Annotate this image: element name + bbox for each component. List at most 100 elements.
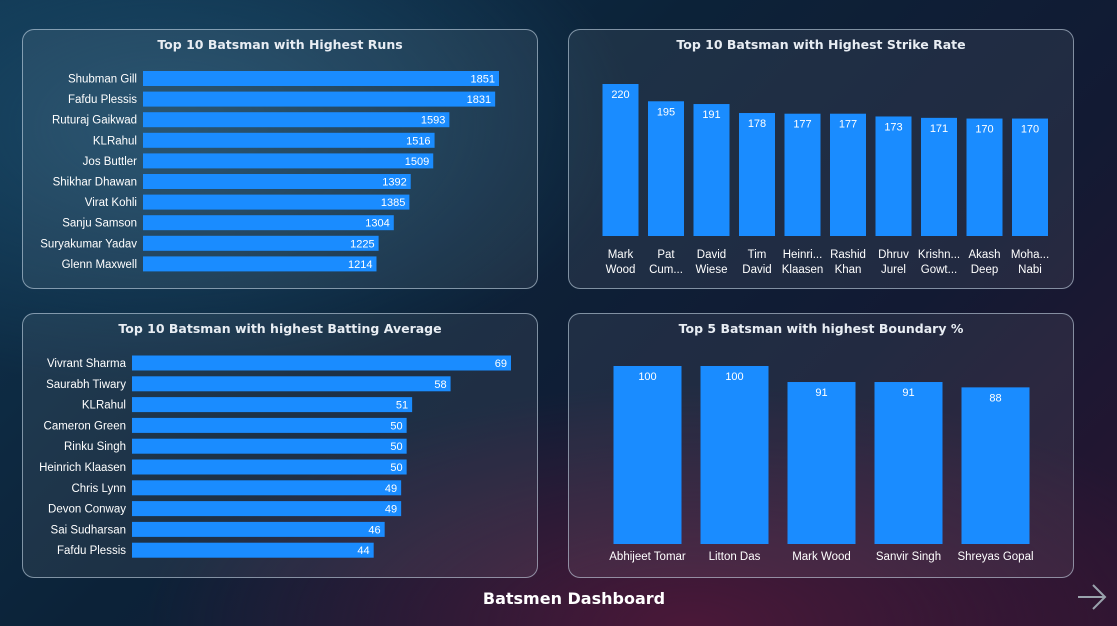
data-label: 50 (390, 462, 402, 474)
bar (132, 542, 374, 558)
bar (132, 480, 402, 496)
category-label: Tim (748, 249, 767, 261)
category-label: Dhruv (878, 249, 909, 261)
boundary-chart: 100 Abhijeet Tomar 100 Litton Das 91 Mark Woo… (609, 366, 1034, 563)
bar (143, 91, 496, 107)
category-label: Moha... (1011, 249, 1049, 261)
category-label: Nabi (1018, 264, 1042, 276)
data-label: 220 (611, 89, 629, 101)
data-label: 49 (385, 483, 397, 495)
data-label: 1516 (406, 135, 430, 147)
category-label: Abhijeet Tomar (609, 551, 686, 563)
data-label: 49 (385, 504, 397, 516)
category-label: Cum... (649, 264, 683, 276)
data-label: 50 (390, 441, 402, 453)
bar (143, 112, 450, 128)
category-label: Khan (835, 264, 862, 276)
batting-average-panel: Top 10 Batsman with highest Batting Aver… (22, 313, 538, 578)
strike-rate-chart-title: Top 10 Batsman with Highest Strike Rate (676, 37, 966, 52)
data-label: 1214 (348, 259, 372, 271)
category-label: Litton Das (709, 551, 761, 563)
data-label: 1385 (381, 197, 405, 209)
data-label: 46 (368, 524, 380, 536)
category-label: Fafdu Plessis (68, 94, 137, 106)
bar (132, 438, 407, 454)
bar (961, 387, 1030, 544)
data-label: 1851 (471, 74, 495, 86)
arrow-right-icon[interactable] (1074, 580, 1110, 614)
category-label: Jurel (881, 264, 906, 276)
data-label: 100 (725, 371, 743, 383)
category-label: Wiese (696, 264, 728, 276)
category-label: Glenn Maxwell (62, 259, 137, 271)
bar (132, 459, 407, 475)
bar (784, 113, 821, 236)
category-label: Mark Wood (792, 551, 851, 563)
category-label: Suryakumar Yadav (40, 238, 137, 250)
bar (613, 366, 682, 544)
data-label: 91 (902, 387, 914, 399)
bar (143, 256, 377, 272)
bar (132, 417, 407, 433)
bar (143, 215, 394, 231)
data-label: 69 (495, 358, 507, 370)
bar (966, 118, 1003, 236)
data-label: 100 (638, 371, 656, 383)
bar (693, 104, 730, 236)
dashboard-title: Batsmen Dashboard (482, 589, 666, 608)
data-label: 170 (975, 124, 993, 136)
bar (1012, 118, 1048, 236)
data-label: 91 (815, 387, 827, 399)
category-label: Pat (657, 249, 675, 261)
data-label: 177 (839, 119, 857, 131)
batting-average-chart: Vivrant Sharma 69 Saurabh Tiwary 58 KLRahul 5… (39, 355, 511, 558)
data-label: 1392 (382, 177, 406, 189)
boundary-chart-title: Top 5 Batsman with highest Boundary % (678, 321, 964, 336)
strike-rate-chart: 220 Mark Wood 195 Pat Cum... 191 David Wiese 178 T… (602, 84, 1049, 276)
bar (787, 382, 856, 544)
bar (921, 117, 957, 236)
category-label: Rashid (830, 249, 866, 261)
data-label: 1593 (421, 115, 445, 127)
bar (143, 235, 379, 251)
category-label: Ruturaj Gaikwad (52, 115, 137, 127)
category-label: Devon Conway (48, 504, 126, 516)
data-label: 170 (1021, 124, 1039, 136)
category-label: Wood (606, 264, 636, 276)
category-label: Shubman Gill (68, 74, 137, 86)
category-label: Klaasen (782, 264, 824, 276)
category-label: Jos Buttler (83, 156, 137, 168)
bar (602, 84, 639, 236)
bar (143, 71, 499, 86)
data-label: 1509 (405, 156, 429, 168)
category-label: Sanvir Singh (876, 551, 941, 563)
category-label: Shikhar Dhawan (53, 177, 137, 189)
category-label: KLRahul (93, 135, 137, 147)
boundary-panel: Top 5 Batsman with highest Boundary % 10… (568, 313, 1074, 578)
category-label: Akash (969, 249, 1001, 261)
category-label: David (697, 249, 726, 261)
bar (132, 501, 402, 517)
category-label: Virat Kohli (85, 197, 137, 209)
data-label: 51 (396, 400, 408, 412)
bar (700, 366, 769, 544)
data-label: 44 (357, 545, 369, 557)
bar (132, 521, 385, 537)
bar (132, 397, 413, 413)
category-label: Mark (608, 249, 634, 261)
category-label: Deep (971, 264, 999, 276)
data-label: 1225 (350, 238, 374, 250)
category-label: Krishn... (918, 249, 960, 261)
data-label: 50 (390, 420, 402, 432)
category-label: Sai Sudharsan (51, 524, 126, 536)
data-label: 171 (930, 123, 948, 135)
runs-chart-title: Top 10 Batsman with Highest Runs (157, 37, 403, 52)
category-label: KLRahul (82, 400, 126, 412)
bar (875, 116, 912, 236)
data-label: 177 (793, 119, 811, 131)
bar (143, 194, 410, 210)
category-label: Saurabh Tiwary (46, 379, 126, 391)
category-label: Vivrant Sharma (47, 358, 127, 370)
bar (143, 132, 435, 148)
category-label: David (742, 264, 771, 276)
